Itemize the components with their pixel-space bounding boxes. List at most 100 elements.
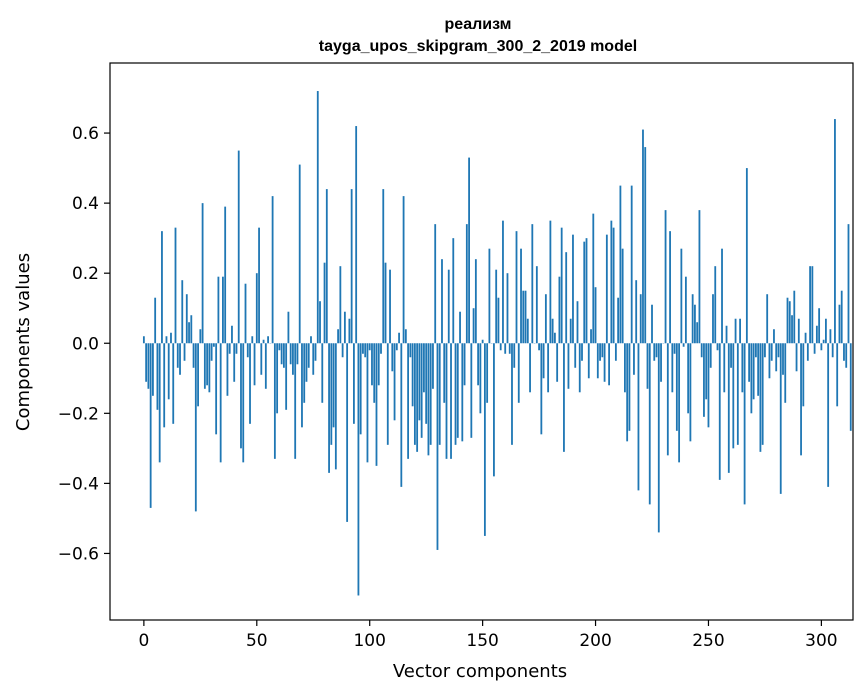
bar-241	[687, 343, 690, 414]
bar-65	[289, 343, 292, 365]
bar-131	[438, 343, 441, 445]
bar-115	[402, 196, 405, 344]
bar-160	[504, 343, 507, 354]
bar-38	[228, 343, 231, 354]
bar-62	[282, 343, 285, 368]
bar-257	[723, 343, 726, 393]
bar-260	[730, 343, 732, 368]
bar-313	[849, 343, 852, 431]
bar-57	[271, 196, 274, 344]
bar-0	[142, 336, 145, 344]
bar-157	[497, 297, 500, 344]
bar-227	[655, 343, 658, 358]
bar-2	[147, 343, 150, 389]
bar-311	[845, 343, 848, 368]
bar-116	[404, 329, 407, 344]
bar-186	[563, 343, 565, 452]
bar-79	[321, 343, 324, 403]
bar-54	[264, 343, 267, 389]
bar-86	[337, 329, 339, 344]
bar-145	[470, 343, 473, 438]
bar-280	[775, 343, 778, 372]
bar-197	[587, 343, 590, 379]
x-tick-label: 300	[805, 631, 837, 651]
bar-268	[748, 343, 751, 382]
bar-70	[301, 343, 303, 428]
bar-259	[727, 343, 730, 473]
bar-36	[224, 206, 227, 344]
bar-183	[556, 343, 559, 382]
bar-41	[235, 343, 238, 354]
bar-147	[474, 259, 477, 344]
bar-269	[750, 343, 753, 414]
bar-139	[456, 343, 459, 438]
bar-270	[752, 343, 755, 400]
bar-245	[696, 322, 699, 344]
bar-110	[391, 343, 394, 372]
bar-239	[682, 343, 685, 347]
bar-146	[472, 308, 475, 344]
bar-37	[226, 343, 229, 396]
bar-129	[434, 224, 437, 344]
plot-area-frame	[109, 62, 854, 621]
x-tick-label: 150	[466, 631, 498, 651]
bar-69	[298, 164, 301, 344]
bar-312	[847, 224, 850, 344]
bar-216	[630, 185, 633, 344]
bar-232	[666, 343, 669, 456]
bar-164	[513, 343, 516, 368]
bar-31	[212, 343, 215, 347]
bar-92	[350, 189, 353, 344]
bar-28	[206, 343, 209, 386]
bar-125	[425, 343, 428, 424]
bar-117	[407, 343, 410, 459]
bar-217	[633, 343, 635, 375]
bar-23	[194, 343, 197, 512]
bar-288	[793, 290, 796, 344]
bar-121	[416, 343, 419, 452]
bar-287	[791, 315, 793, 344]
bar-188	[567, 343, 570, 389]
bar-190	[572, 234, 574, 344]
bar-284	[784, 343, 787, 403]
bar-262	[734, 318, 737, 344]
bar-253	[714, 266, 717, 344]
bar-72	[305, 343, 308, 382]
bar-172	[531, 224, 534, 344]
bar-266	[743, 343, 746, 505]
bar-301	[822, 339, 825, 344]
bar-207	[610, 220, 613, 344]
y-tick-label: −0.6	[58, 544, 99, 564]
bar-238	[680, 248, 683, 344]
bar-1	[145, 343, 148, 382]
bar-39	[231, 325, 233, 344]
bar-194	[581, 343, 583, 361]
bar-236	[675, 343, 678, 431]
bar-304	[829, 329, 832, 344]
bar-77	[316, 91, 319, 344]
bar-206	[608, 343, 610, 386]
bar-184	[558, 276, 561, 344]
bar-126	[427, 343, 430, 456]
bar-200	[594, 287, 597, 344]
bar-83	[330, 343, 333, 445]
bar-297	[813, 343, 816, 354]
bar-96	[359, 343, 362, 435]
bar-132	[441, 259, 443, 344]
bar-21	[190, 315, 193, 344]
bar-248	[703, 343, 705, 417]
bar-68	[296, 343, 299, 365]
bar-169	[524, 290, 527, 344]
bar-89	[343, 311, 346, 344]
bar-281	[777, 343, 780, 358]
bar-49	[253, 343, 256, 386]
bar-114	[400, 343, 403, 487]
y-tick-label: 0.4	[72, 194, 99, 214]
bar-177	[542, 343, 545, 379]
bar-152	[486, 343, 489, 403]
bar-189	[569, 318, 572, 344]
bar-124	[423, 343, 425, 393]
bar-220	[639, 294, 642, 344]
bar-53	[262, 339, 265, 344]
bar-4	[152, 343, 154, 396]
